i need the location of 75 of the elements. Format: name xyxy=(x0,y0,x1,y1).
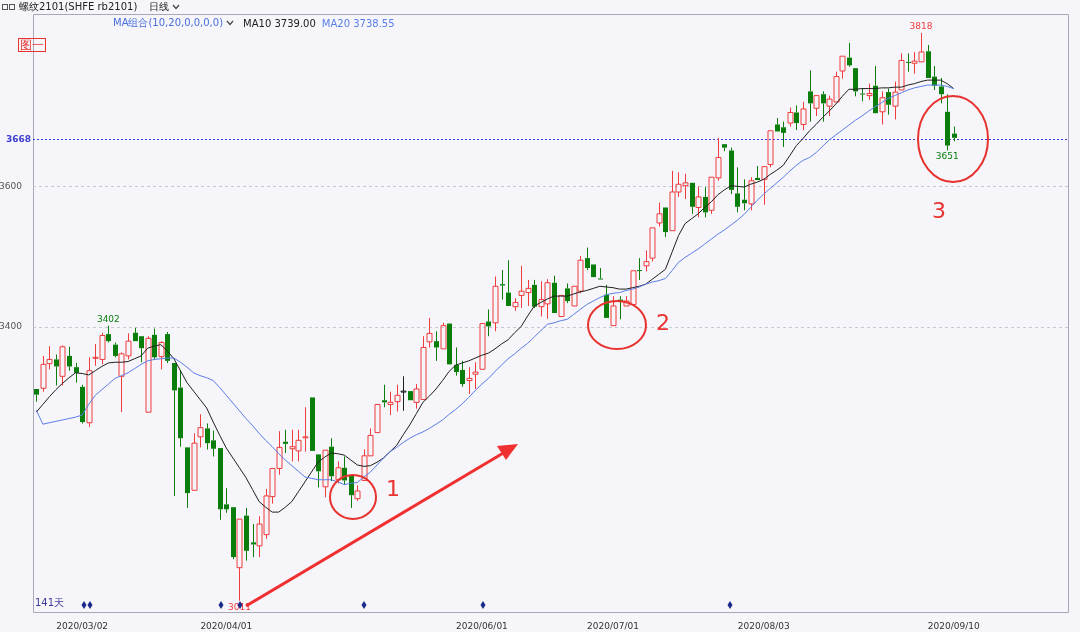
candlestick xyxy=(302,406,309,453)
candlestick xyxy=(552,275,557,313)
candlestick xyxy=(886,88,891,116)
candlestick xyxy=(54,354,59,386)
candlestick xyxy=(690,182,695,215)
candlestick xyxy=(394,384,401,412)
candlestick xyxy=(860,88,865,102)
candlestick xyxy=(329,437,334,482)
text: MA10 3739.00 xyxy=(243,17,316,29)
candlestick xyxy=(492,275,499,332)
candlestick xyxy=(472,361,479,390)
annotation: 3 xyxy=(932,198,946,223)
candlestick xyxy=(906,52,911,73)
annotation: 141天 xyxy=(35,597,65,608)
annotation: 3402 xyxy=(96,313,120,324)
annotation: 图一 xyxy=(18,38,46,52)
candlestick xyxy=(382,384,387,408)
y-tick-label: 3400 xyxy=(0,321,23,332)
candlestick xyxy=(486,308,491,337)
candlestick xyxy=(86,356,93,428)
candlestick xyxy=(637,257,642,281)
ref-line-label: 3668 xyxy=(5,133,31,144)
candlestick xyxy=(794,104,799,131)
x-tick-label: 2020/08/03 xyxy=(737,620,790,631)
candlestick xyxy=(74,362,79,384)
legend-title: MA组合(10,20,0,0,0,0) xyxy=(113,16,224,30)
candlestick xyxy=(251,523,256,558)
candlestick xyxy=(231,507,236,560)
chart-title: 螺纹2101(SHFE rb2101) xyxy=(19,0,138,14)
chart-subtitle: 日线 xyxy=(149,0,170,14)
candlestick xyxy=(34,388,39,403)
candlestick xyxy=(945,93,950,151)
candlestick xyxy=(236,518,243,602)
candlestick xyxy=(349,475,354,509)
candlestick xyxy=(695,185,702,218)
annotation: 3818 xyxy=(909,20,933,31)
candlestick xyxy=(821,90,826,123)
candlestick xyxy=(106,325,111,342)
candlestick xyxy=(512,297,519,312)
candlestick xyxy=(283,429,288,454)
candlestick xyxy=(145,335,152,413)
x-tick-label: 2020/09/10 xyxy=(927,620,980,631)
annotation: 3651 xyxy=(935,151,959,162)
candlestick xyxy=(185,447,190,509)
candlestick xyxy=(663,207,668,238)
candlestick xyxy=(152,327,157,360)
candlestick xyxy=(466,366,473,395)
candlestick xyxy=(952,126,957,142)
annotation: 2 xyxy=(656,310,670,335)
candlestick xyxy=(598,267,603,280)
candlestick xyxy=(847,42,852,66)
candlestick xyxy=(387,391,394,416)
x-tick-label: 2020/06/01 xyxy=(455,620,508,631)
candlestick xyxy=(500,269,505,301)
candlestick xyxy=(434,330,439,362)
candlestick xyxy=(755,165,760,181)
candlestick xyxy=(197,413,204,448)
text: MA20 3738.55 xyxy=(321,17,395,29)
candlestick xyxy=(244,507,249,562)
candlestick xyxy=(532,279,537,307)
candlestick xyxy=(879,90,886,125)
candlestick xyxy=(853,68,858,97)
y-tick-label: 3600 xyxy=(0,180,23,191)
candlestick xyxy=(426,317,433,348)
candlestick xyxy=(506,259,511,306)
x-tick-label: 2020/04/01 xyxy=(200,620,253,631)
candlestick xyxy=(808,69,813,123)
x-tick-label: 2020/07/01 xyxy=(587,620,639,631)
candlestick xyxy=(400,375,407,412)
candlestick xyxy=(735,166,740,213)
candlestick xyxy=(191,432,198,491)
candlestick xyxy=(67,346,72,372)
annotation: 1 xyxy=(386,476,400,501)
candlestick xyxy=(322,449,329,498)
x-tick-label: 2020/03/02 xyxy=(56,620,109,631)
